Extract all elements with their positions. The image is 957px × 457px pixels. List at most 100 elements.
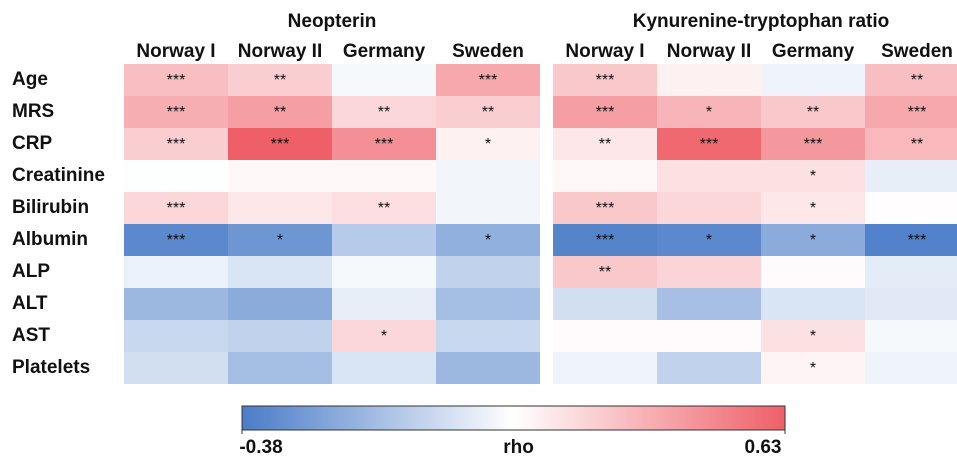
cell [761, 288, 865, 320]
cell [761, 192, 865, 224]
cell [436, 256, 540, 288]
cell [865, 96, 957, 128]
panel-title: Kynurenine-tryptophan ratio [633, 11, 890, 32]
column-label: Norway II [667, 41, 751, 62]
significance: *** [271, 136, 290, 153]
significance: *** [596, 232, 615, 249]
cell [553, 192, 657, 224]
cell [865, 64, 957, 96]
cell [436, 192, 540, 224]
significance: *** [375, 136, 394, 153]
cell [436, 352, 540, 384]
cell [124, 288, 228, 320]
cell [553, 160, 657, 192]
significance: * [810, 200, 816, 217]
cell [761, 224, 865, 256]
cell [657, 96, 761, 128]
cell [865, 224, 957, 256]
significance: * [485, 136, 491, 153]
cell [436, 224, 540, 256]
cell [332, 320, 436, 352]
column-label: Germany [343, 41, 426, 62]
significance: * [277, 232, 283, 249]
cell [124, 224, 228, 256]
cell [124, 352, 228, 384]
cell [865, 128, 957, 160]
cell [124, 128, 228, 160]
cell [657, 192, 761, 224]
significance: *** [167, 232, 186, 249]
cell [228, 224, 332, 256]
significance: *** [908, 104, 927, 121]
row-label: ALP [12, 261, 50, 282]
column-label: Norway I [565, 41, 644, 62]
significance: * [810, 360, 816, 377]
cell [228, 64, 332, 96]
cell [865, 160, 957, 192]
significance: ** [911, 136, 923, 153]
significance: * [381, 328, 387, 345]
cell [436, 160, 540, 192]
row-label: MRS [12, 101, 54, 122]
significance: ** [807, 104, 819, 121]
cell [124, 160, 228, 192]
cell [553, 128, 657, 160]
significance: ** [378, 104, 390, 121]
cell [865, 192, 957, 224]
cell [332, 64, 436, 96]
row-label: Creatinine [12, 165, 105, 186]
cell [553, 96, 657, 128]
cell [228, 128, 332, 160]
significance: * [706, 104, 712, 121]
cell [761, 160, 865, 192]
colorbar-tick-label: -0.38 [239, 437, 282, 457]
significance: ** [599, 264, 611, 281]
cell [761, 128, 865, 160]
cell [332, 224, 436, 256]
cell [124, 96, 228, 128]
significance: ** [378, 200, 390, 217]
cell [761, 320, 865, 352]
cell [124, 256, 228, 288]
cell [761, 352, 865, 384]
significance: *** [908, 232, 927, 249]
cell [436, 96, 540, 128]
column-label: Germany [772, 41, 855, 62]
significance: ** [274, 72, 286, 89]
cell [436, 64, 540, 96]
cell [553, 64, 657, 96]
significance: *** [479, 72, 498, 89]
cell [436, 288, 540, 320]
cell [865, 320, 957, 352]
row-label: Platelets [12, 357, 90, 378]
cell [553, 224, 657, 256]
significance: * [706, 232, 712, 249]
row-label: AST [12, 325, 50, 346]
cell [761, 256, 865, 288]
significance: *** [596, 104, 615, 121]
significance: *** [167, 200, 186, 217]
cell [124, 192, 228, 224]
cell [657, 320, 761, 352]
significance: *** [167, 72, 186, 89]
significance: *** [804, 136, 823, 153]
row-label: CRP [12, 133, 52, 154]
row-label: Bilirubin [12, 197, 89, 218]
significance: ** [599, 136, 611, 153]
cell [228, 352, 332, 384]
row-label: ALT [12, 293, 48, 314]
significance: ** [911, 72, 923, 89]
significance: ** [482, 104, 494, 121]
cell [332, 128, 436, 160]
cell [124, 320, 228, 352]
significance: * [810, 232, 816, 249]
cell [124, 64, 228, 96]
cell [657, 160, 761, 192]
colorbar-label: rho [503, 437, 534, 457]
colorbar-tick-label: 0.63 [745, 437, 782, 457]
cell [436, 320, 540, 352]
cell [657, 224, 761, 256]
cell [332, 288, 436, 320]
cell [865, 256, 957, 288]
